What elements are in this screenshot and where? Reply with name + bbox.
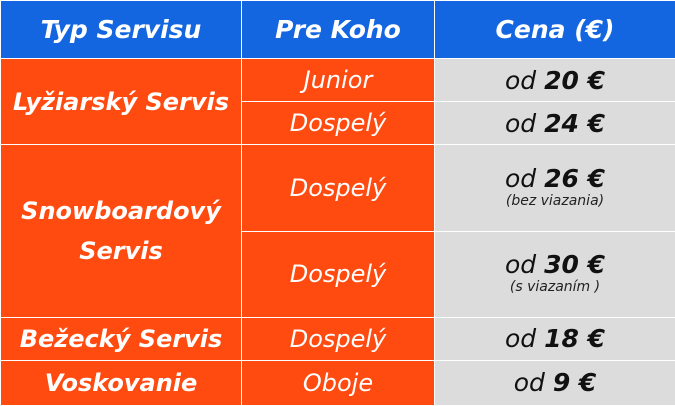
- price-cell: od 20 €: [434, 58, 675, 103]
- service-ski: Lyžiarský Servis: [0, 58, 242, 146]
- price-prefix: od: [504, 324, 537, 354]
- price-prefix: od: [504, 250, 537, 280]
- table-row: Dospelý od 24 €: [1, 101, 675, 146]
- price-cell: od 26 € (bez viazania): [434, 144, 675, 232]
- price-cell: od 24 €: [434, 101, 675, 146]
- for-whom-cell: Dospelý: [241, 230, 435, 318]
- price-amount: 26 €: [544, 163, 605, 193]
- service-waxing: Voskovanie: [0, 359, 242, 406]
- for-whom-cell: Dospelý: [241, 101, 435, 146]
- price-prefix: od: [504, 163, 537, 193]
- price-prefix: od: [513, 368, 545, 398]
- price-cell: od 30 € (s viazaním ): [434, 230, 675, 318]
- for-whom-cell: Dospelý: [241, 144, 435, 232]
- price-prefix: od: [504, 108, 537, 138]
- table-row: Snowboardový Servis Dospelý od 26 € (bez…: [0, 144, 675, 318]
- table-row: Dospelý od 30 € (s viazaním ): [1, 230, 675, 318]
- price-cell: od 9 €: [434, 359, 675, 406]
- header-service-type: Typ Servisu: [0, 0, 242, 60]
- price-cell: od 18 €: [434, 316, 675, 361]
- header-price: Cena (€): [434, 0, 675, 60]
- price-prefix: od: [504, 65, 537, 95]
- price-amount: 20 €: [544, 65, 605, 95]
- service-label: Snowboardový Servis: [21, 197, 221, 266]
- table-row: Voskovanie Oboje od 9 €: [0, 359, 675, 406]
- for-whom-cell: Oboje: [241, 359, 435, 406]
- service-snowboard: Snowboardový Servis: [0, 144, 242, 318]
- price-note: (bez viazania): [505, 192, 605, 209]
- price-amount: 24 €: [544, 108, 605, 138]
- header-for-whom: Pre Koho: [241, 0, 435, 60]
- header-row: Typ Servisu Pre Koho Cena (€): [0, 0, 675, 60]
- table-row: Lyžiarský Servis Junior od 20 €: [0, 58, 675, 146]
- price-amount: 30 €: [544, 250, 605, 280]
- for-whom-cell: Dospelý: [241, 316, 435, 361]
- price-amount: 18 €: [544, 324, 605, 354]
- price-amount: 9 €: [552, 368, 597, 398]
- for-whom-cell: Junior: [241, 58, 435, 103]
- service-cross-country: Bežecký Servis: [0, 316, 242, 361]
- price-note: (s viazaním ): [509, 279, 601, 296]
- table-row: Bežecký Servis Dospelý od 18 €: [0, 316, 675, 361]
